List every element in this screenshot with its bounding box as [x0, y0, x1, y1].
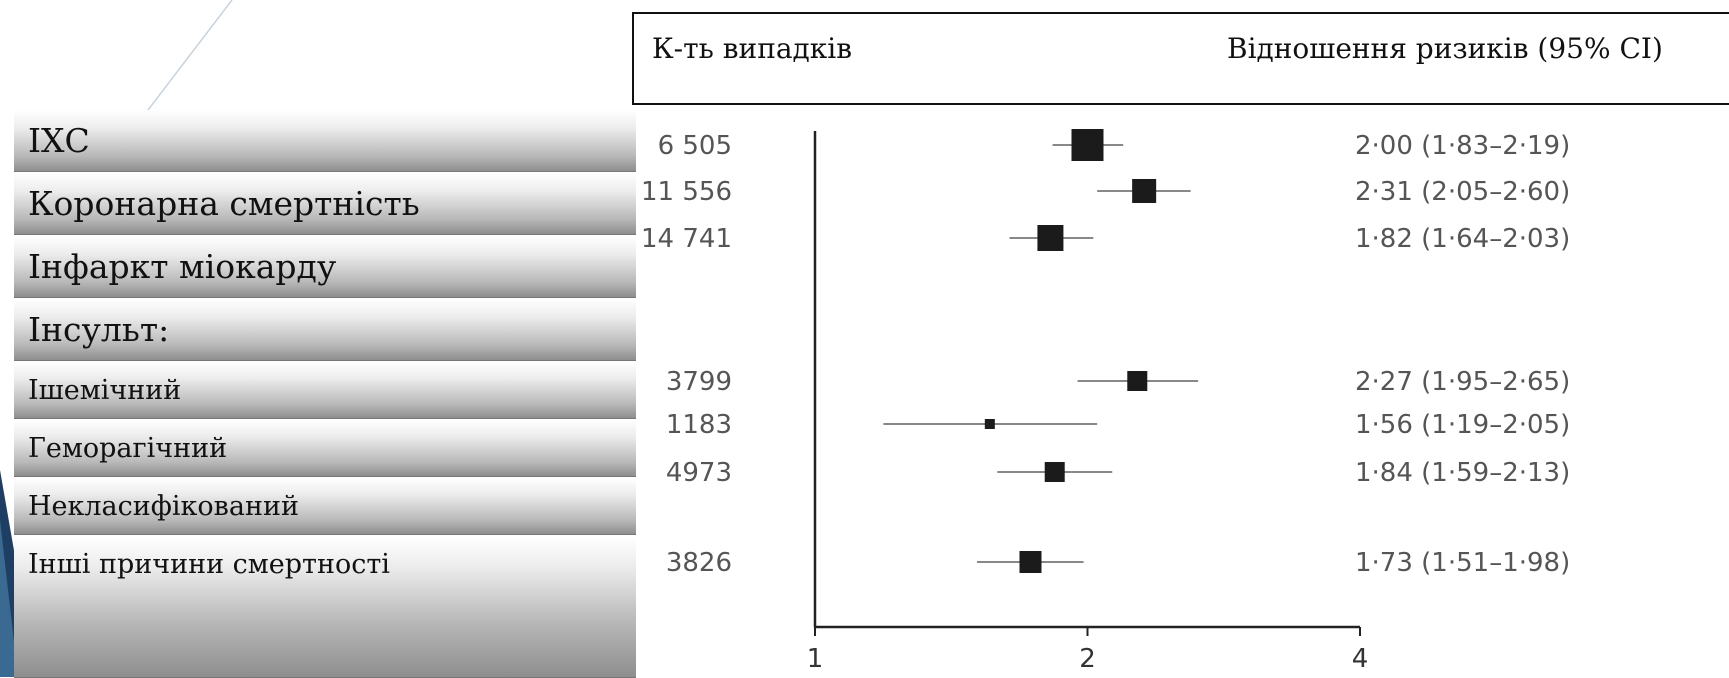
- hr-estimate-label: 1·73 (1·51–1·98): [1355, 548, 1570, 578]
- hr-marker: [1127, 371, 1148, 391]
- case-count: 6 505: [658, 131, 732, 161]
- hr-marker: [1019, 551, 1042, 573]
- row-label-ischemic: Ішемічний: [14, 362, 636, 419]
- hr-estimate-label: 2·00 (1·83–2·19): [1355, 131, 1570, 161]
- hr-estimate-label: 2·31 (2·05–2·60): [1355, 177, 1570, 207]
- x-tick-label: 1: [807, 644, 824, 674]
- row-label-unclassified: Некласифікований: [14, 478, 636, 535]
- case-count: 14 741: [641, 224, 732, 254]
- case-count: 1183: [666, 410, 732, 440]
- row-label-myocardial-infarction: Інфаркт міокарду: [14, 236, 636, 298]
- row-label-ihd: ІХС: [14, 110, 636, 172]
- hr-marker: [984, 419, 995, 429]
- table-header: К-ть випадків Відношення ризиків (95% CI…: [632, 12, 1729, 105]
- forest-plot: 1 2 4 6 505 2·00 (1·83–2·19) 11 556 2·31 (2·05…: [641, 129, 1570, 674]
- hr-marker: [1071, 129, 1104, 161]
- row-label-coronary-death: Коронарна смертність: [14, 173, 636, 235]
- row-label-hemorrhagic: Геморагічний: [14, 420, 636, 477]
- case-count: 3799: [666, 367, 732, 397]
- risk-ratio-column-header: Відношення ризиків (95% CI): [1227, 32, 1663, 65]
- hr-estimate-label: 1·56 (1·19–2·05): [1355, 410, 1570, 440]
- hr-marker: [1037, 225, 1064, 251]
- case-count: 3826: [666, 548, 732, 578]
- cases-column-header: К-ть випадків: [652, 32, 853, 65]
- case-count: 11 556: [641, 177, 732, 207]
- row-label-stroke: Інсульт:: [14, 299, 636, 361]
- hr-estimate-label: 1·82 (1·64–2·03): [1355, 224, 1570, 254]
- row-label-other-causes: Інші причини смертності: [14, 536, 636, 678]
- hr-marker: [1132, 179, 1157, 203]
- hr-estimate-label: 1·84 (1·59–2·13): [1355, 458, 1570, 488]
- x-tick-label: 4: [1352, 644, 1369, 674]
- x-tick-label: 2: [1079, 644, 1096, 674]
- case-count: 4973: [666, 458, 732, 488]
- hr-estimate-label: 2·27 (1·95–2·65): [1355, 367, 1570, 397]
- hr-marker: [1044, 462, 1065, 482]
